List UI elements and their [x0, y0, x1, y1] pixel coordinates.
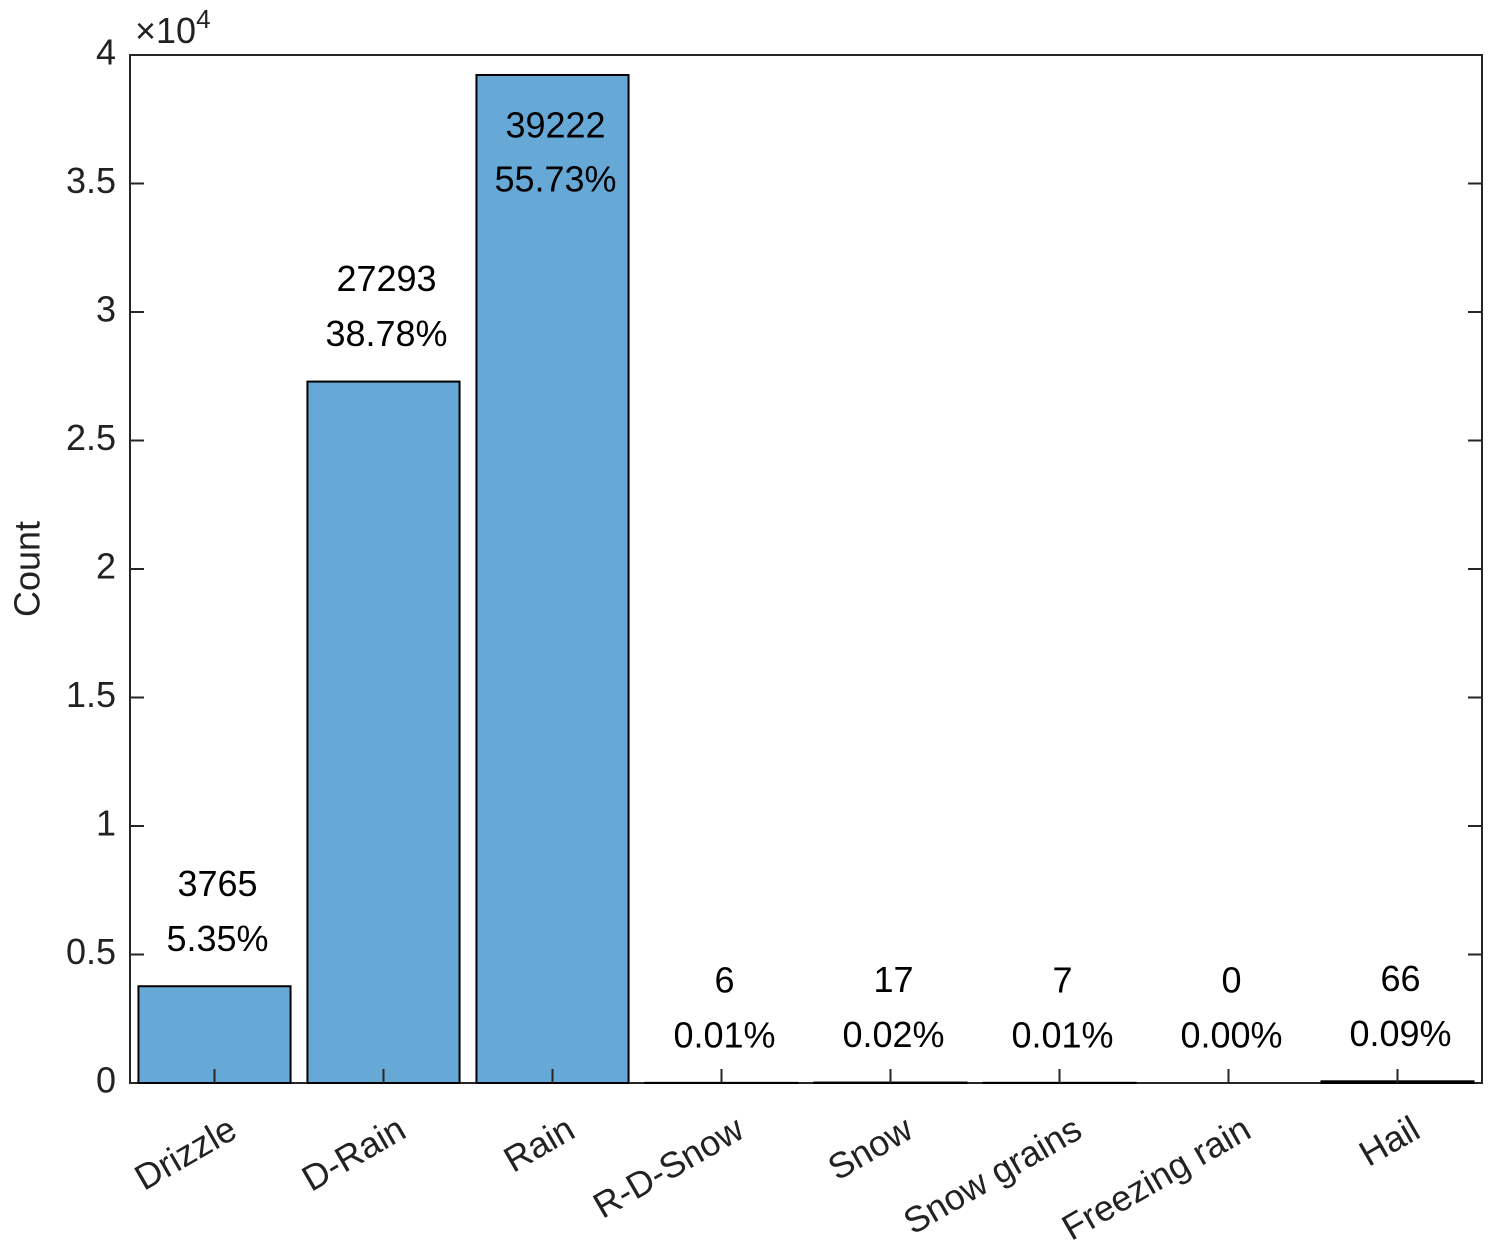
- y-tick-label: 2.5: [66, 417, 116, 458]
- y-tick-label: 0: [96, 1060, 116, 1101]
- count-label: 6: [714, 959, 734, 1000]
- bar: [137, 985, 292, 1084]
- x-tick-label: Hail: [1352, 1108, 1426, 1175]
- percent-label: 0.09%: [1349, 1013, 1451, 1054]
- y-axis-label: Count: [7, 521, 48, 617]
- count-label: 0: [1221, 960, 1241, 1001]
- y-tick-label: 3: [96, 289, 116, 330]
- count-label: 27293: [336, 258, 436, 299]
- x-tick-label: R-D-Snow: [586, 1107, 751, 1226]
- x-tick-label: Snow: [821, 1107, 920, 1188]
- percent-label: 0.00%: [1180, 1015, 1282, 1056]
- x-tick-label: Drizzle: [127, 1108, 243, 1199]
- y-tick-label: 1: [96, 803, 116, 844]
- percent-label: 0.01%: [673, 1014, 775, 1055]
- x-tick-label: Freezing rain: [1055, 1108, 1257, 1249]
- count-label: 17: [873, 959, 913, 1000]
- percent-label: 38.78%: [325, 313, 447, 354]
- y-tick-label: 4: [96, 32, 116, 73]
- x-tick-label: D-Rain: [295, 1108, 413, 1200]
- percent-label: 55.73%: [494, 159, 616, 200]
- count-label: 3765: [177, 863, 257, 904]
- bar: [475, 73, 630, 1084]
- count-label: 66: [1380, 958, 1420, 999]
- y-tick-label: 2: [96, 546, 116, 587]
- percent-label: 0.02%: [842, 1014, 944, 1055]
- y-tick-label: 1.5: [66, 674, 116, 715]
- percent-label: 0.01%: [1011, 1014, 1113, 1055]
- count-label: 7: [1052, 959, 1072, 1000]
- count-label: 39222: [505, 105, 605, 146]
- y-multiplier: ×104: [135, 4, 211, 51]
- percent-label: 5.35%: [166, 918, 268, 959]
- y-tick-label: 0.5: [66, 931, 116, 972]
- y-multiplier-exponent: 4: [196, 4, 210, 34]
- x-tick-label: Rain: [497, 1108, 582, 1181]
- bar: [306, 380, 461, 1084]
- y-multiplier-base: ×10: [135, 10, 196, 51]
- y-tick-label: 3.5: [66, 160, 116, 201]
